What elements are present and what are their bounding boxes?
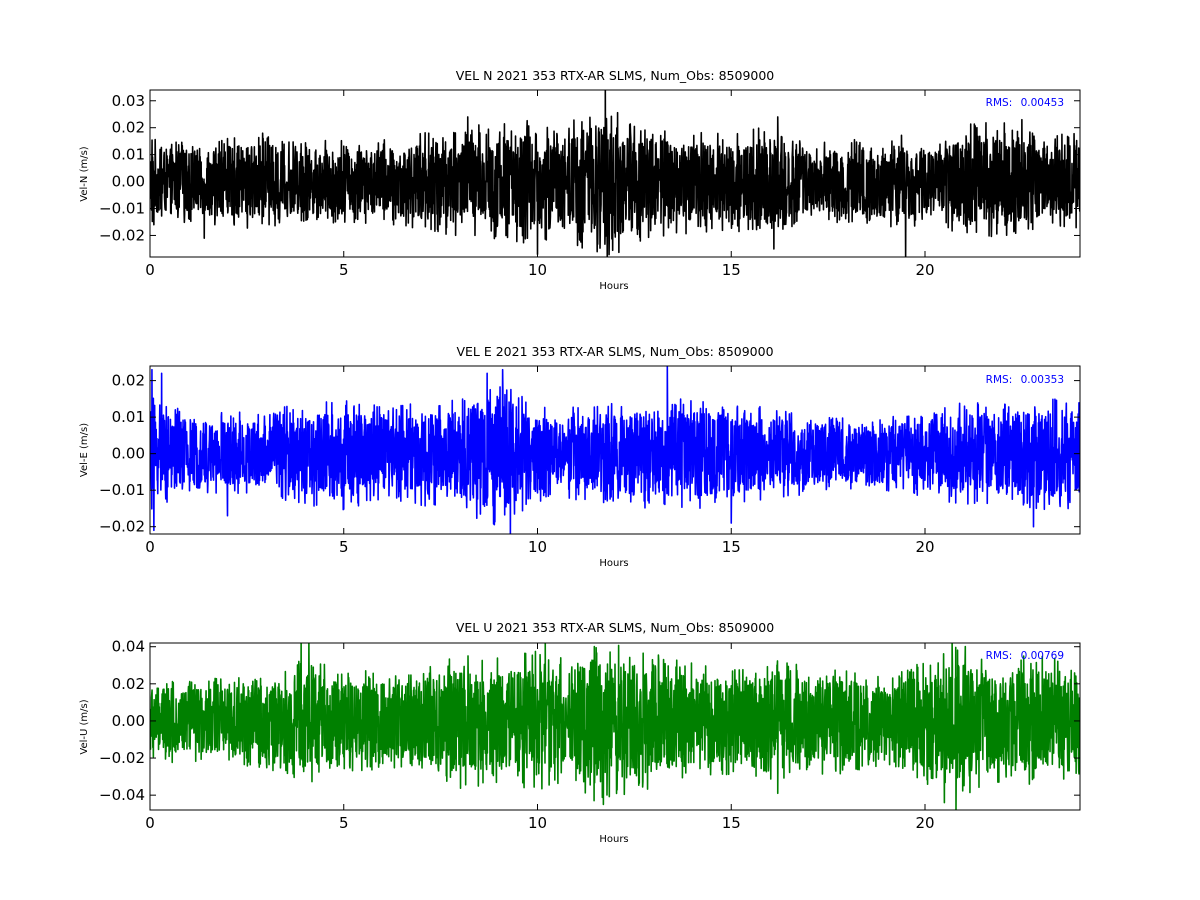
panel-vel-n-xtick-label: 20 bbox=[915, 261, 934, 279]
panel-vel-e-xtick-label: 5 bbox=[339, 538, 349, 556]
panel-vel-u-xtick-label: 20 bbox=[915, 814, 934, 832]
panel-vel-n-ytick-label: 0.02 bbox=[112, 119, 145, 137]
panel-vel-e-ytick-label: −0.01 bbox=[99, 481, 145, 499]
panel-vel-e-plot bbox=[150, 366, 1080, 534]
panel-vel-u-plot bbox=[150, 643, 1080, 810]
panel-vel-n-title: VEL N 2021 353 RTX-AR SLMS, Num_Obs: 850… bbox=[456, 68, 775, 83]
panel-vel-n-xtick-label: 15 bbox=[722, 261, 741, 279]
panel-vel-e-rms: RMS: 0.00353 bbox=[986, 374, 1064, 386]
panel-vel-n-frame bbox=[149, 89, 1081, 258]
panel-vel-u-ylabel: Vel-U (m/s) bbox=[79, 699, 90, 754]
panel-vel-u-rms-value: 0.00769 bbox=[1021, 650, 1064, 662]
panel-vel-n: VEL N 2021 353 RTX-AR SLMS, Num_Obs: 850… bbox=[79, 68, 1081, 292]
panel-vel-n-trace bbox=[150, 90, 1080, 257]
panel-vel-n-xtick-label: 5 bbox=[339, 261, 349, 279]
panel-vel-n-rms-label: RMS: bbox=[986, 97, 1013, 109]
panel-vel-n-yticks: −0.02 −0.01 0.00 0.01 0.02 0.03 bbox=[99, 92, 1080, 244]
panel-vel-e-xticks: 0 5 10 15 20 bbox=[145, 366, 935, 556]
panel-vel-e-title: VEL E 2021 353 RTX-AR SLMS, Num_Obs: 850… bbox=[456, 344, 773, 359]
panel-vel-n-xtick-label: 10 bbox=[528, 261, 547, 279]
panel-vel-e-ylabel: Vel-E (m/s) bbox=[79, 423, 90, 477]
panel-vel-u-ytick-label: 0.02 bbox=[112, 675, 145, 693]
panel-vel-e-ytick-label: 0.00 bbox=[112, 445, 145, 463]
panel-vel-n-ytick-label: −0.01 bbox=[99, 200, 145, 218]
panel-vel-n-xticks: 0 5 10 15 20 bbox=[145, 90, 935, 279]
panel-vel-e-frame bbox=[149, 365, 1081, 535]
panel-vel-u-ytick-label: −0.04 bbox=[99, 786, 145, 804]
panel-vel-u-ytick-label: 0.00 bbox=[112, 712, 145, 730]
panel-vel-e-xtick-label: 20 bbox=[915, 538, 934, 556]
panel-vel-u-xtick-label: 0 bbox=[145, 814, 155, 832]
panel-vel-n-xtick-label: 0 bbox=[145, 261, 155, 279]
panel-vel-u-xtick-label: 5 bbox=[339, 814, 349, 832]
panel-vel-e: VEL E 2021 353 RTX-AR SLMS, Num_Obs: 850… bbox=[79, 344, 1081, 569]
panel-vel-u-trace bbox=[150, 643, 1080, 810]
panel-vel-e-rms-value: 0.00353 bbox=[1021, 374, 1064, 386]
panel-vel-u-xtick-label: 10 bbox=[528, 814, 547, 832]
panel-vel-e-xlabel: Hours bbox=[599, 558, 628, 569]
panel-vel-n-xlabel: Hours bbox=[599, 281, 628, 292]
panel-vel-n-rms-value: 0.00453 bbox=[1021, 97, 1064, 109]
panel-vel-n-rms: RMS: 0.00453 bbox=[986, 97, 1064, 109]
panel-vel-n-ytick-label: 0.03 bbox=[112, 92, 145, 110]
panel-vel-n-ytick-label: 0.01 bbox=[112, 146, 145, 164]
panel-vel-u-rms: RMS: 0.00769 bbox=[986, 650, 1064, 662]
panel-vel-e-ytick-label: 0.02 bbox=[112, 372, 145, 390]
panel-vel-u-xticks: 0 5 10 15 20 bbox=[145, 643, 935, 832]
panel-vel-n-plot bbox=[150, 90, 1080, 257]
panel-vel-e-trace bbox=[150, 366, 1080, 534]
panel-vel-u-yticks: −0.04 −0.02 0.00 0.02 0.04 bbox=[99, 638, 1080, 804]
panel-vel-u-rms-label: RMS: bbox=[986, 650, 1013, 662]
panel-vel-e-ytick-label: −0.02 bbox=[99, 518, 145, 536]
panel-vel-e-xtick-label: 15 bbox=[722, 538, 741, 556]
panel-vel-u-ytick-label: −0.02 bbox=[99, 749, 145, 767]
panel-vel-e-ytick-label: 0.01 bbox=[112, 408, 145, 426]
panel-vel-u: VEL U 2021 353 RTX-AR SLMS, Num_Obs: 850… bbox=[79, 620, 1081, 845]
panel-vel-e-xtick-label: 10 bbox=[528, 538, 547, 556]
panel-vel-n-ytick-label: −0.02 bbox=[99, 226, 145, 244]
panel-vel-u-xlabel: Hours bbox=[599, 834, 628, 845]
panel-vel-u-xtick-label: 15 bbox=[722, 814, 741, 832]
panel-vel-u-ytick-label: 0.04 bbox=[112, 638, 145, 656]
panel-vel-n-ytick-label: 0.00 bbox=[112, 173, 145, 191]
panel-vel-u-frame bbox=[149, 642, 1081, 811]
panel-vel-e-rms-label: RMS: bbox=[986, 374, 1013, 386]
panel-vel-n-ylabel: Vel-N (m/s) bbox=[79, 146, 90, 201]
panel-vel-u-title: VEL U 2021 353 RTX-AR SLMS, Num_Obs: 850… bbox=[456, 620, 774, 635]
panel-vel-e-yticks: −0.02 −0.01 0.00 0.01 0.02 bbox=[99, 372, 1080, 536]
panel-vel-e-xtick-label: 0 bbox=[145, 538, 155, 556]
